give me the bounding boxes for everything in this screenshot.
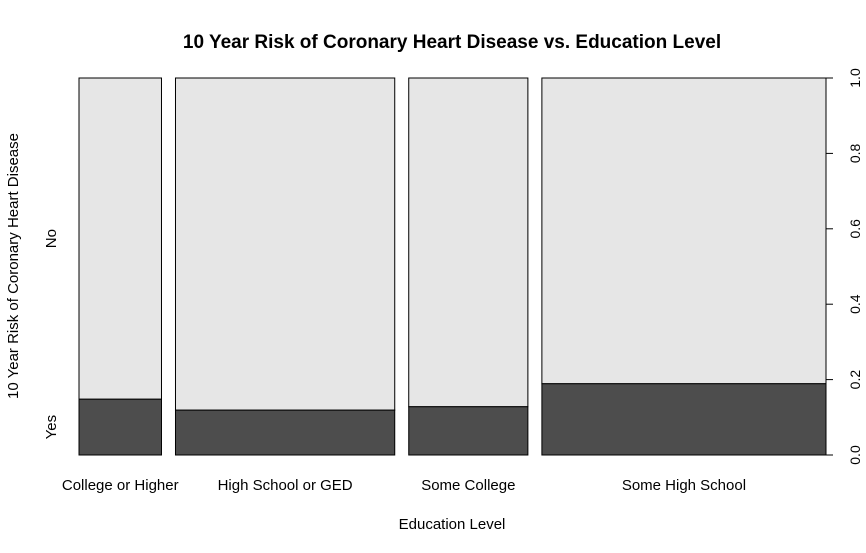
chart-tiles xyxy=(78,77,827,456)
right-axis-tick-label: 0.6 xyxy=(847,219,863,239)
x-axis-label: Education Level xyxy=(399,516,506,533)
y-level-labels: Yes No xyxy=(43,229,60,439)
y-axis-label: 10 Year Risk of Coronary Heart Disease xyxy=(5,133,22,399)
tile-no-1 xyxy=(174,77,396,411)
x-tick-label: Some College xyxy=(421,477,515,494)
tile-yes-3 xyxy=(541,383,827,456)
tile-no-3 xyxy=(541,77,827,385)
tile-yes-1 xyxy=(174,409,396,456)
right-axis-tick-label: 0.8 xyxy=(847,143,863,163)
y-level-yes: Yes xyxy=(43,415,60,439)
right-axis-tick-label: 0.0 xyxy=(847,445,863,465)
chart-title: 10 Year Risk of Coronary Heart Disease v… xyxy=(183,32,721,53)
tile-no-2 xyxy=(408,77,529,408)
x-tick-label: College or Higher xyxy=(62,477,179,494)
tile-no-0 xyxy=(78,77,162,400)
tile-yes-0 xyxy=(78,398,162,456)
tile-yes-2 xyxy=(408,406,529,456)
right-axis-tick-label: 1.0 xyxy=(847,68,863,88)
right-axis: 0.0 0.2 0.4 0.6 0.8 1.0 xyxy=(825,68,863,465)
y-level-no: No xyxy=(43,229,60,248)
right-axis-tick-label: 0.4 xyxy=(847,294,863,314)
x-tick-label: Some High School xyxy=(622,477,746,494)
right-axis-tick-label: 0.2 xyxy=(847,370,863,390)
x-tick-label: High School or GED xyxy=(218,477,353,494)
x-tick-labels: College or Higher High School or GED Some … xyxy=(62,477,746,494)
